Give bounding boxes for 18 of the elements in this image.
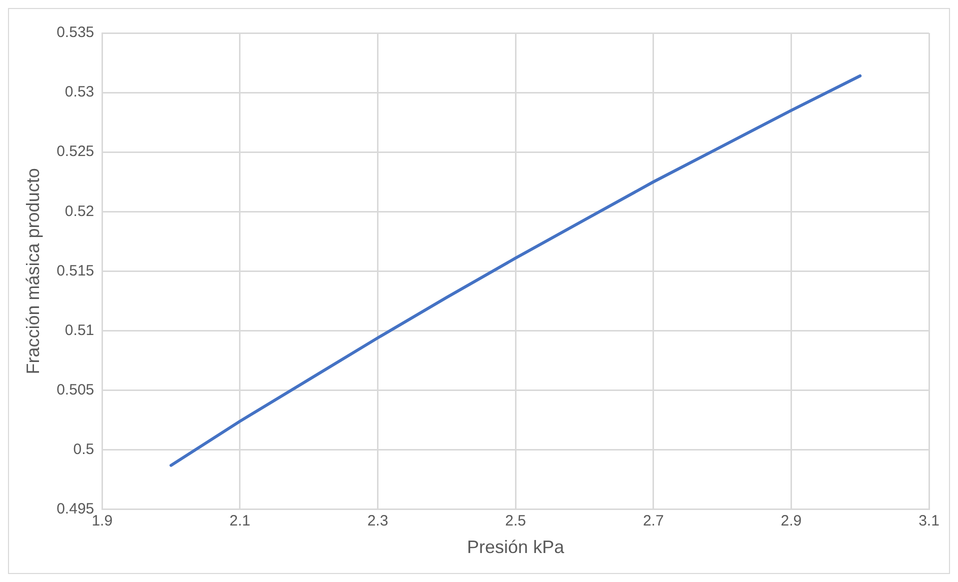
x-tick-label: 2.7 xyxy=(642,512,664,530)
x-axis-title: Presión kPa xyxy=(467,537,566,558)
x-tick-label: 2.3 xyxy=(367,512,388,530)
x-tick-label: 2.1 xyxy=(230,512,250,530)
y-tick-label: 0.525 xyxy=(56,143,94,160)
x-tick-label: 1.9 xyxy=(92,512,113,530)
y-tick-label: 0.5 xyxy=(73,440,94,458)
x-tick-label: 3.1 xyxy=(918,512,940,530)
y-tick-label: 0.51 xyxy=(64,322,94,339)
x-tick-label: 2.9 xyxy=(780,512,802,530)
y-tick-label: 0.535 xyxy=(56,24,94,42)
y-tick-label: 0.505 xyxy=(56,381,94,398)
y-tick-label: 0.53 xyxy=(64,84,94,101)
y-tick-label: 0.52 xyxy=(64,202,94,220)
x-tick-label: 2.5 xyxy=(505,512,526,530)
y-axis-title: Fracción másica producto xyxy=(22,168,43,374)
y-tick-label: 0.495 xyxy=(56,500,94,518)
y-tick-label: 0.515 xyxy=(56,262,94,280)
